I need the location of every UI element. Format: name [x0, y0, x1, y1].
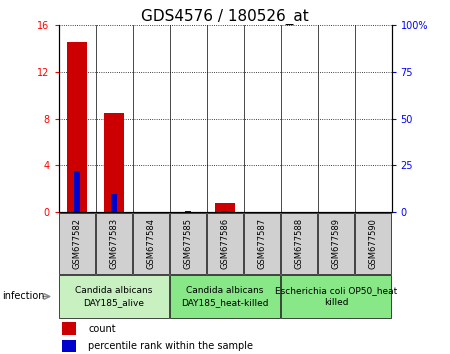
FancyBboxPatch shape: [59, 213, 95, 274]
Text: GSM677582: GSM677582: [72, 218, 81, 269]
Text: GSM677584: GSM677584: [147, 218, 156, 269]
Text: Candida albicans
DAY185_heat-killed: Candida albicans DAY185_heat-killed: [181, 286, 269, 307]
FancyBboxPatch shape: [355, 213, 391, 274]
Text: Candida albicans
DAY185_alive: Candida albicans DAY185_alive: [75, 286, 153, 307]
Text: GSM677588: GSM677588: [294, 218, 303, 269]
Text: infection: infection: [2, 291, 45, 302]
Bar: [111, 194, 117, 212]
Bar: [215, 203, 235, 212]
Bar: [104, 113, 124, 212]
FancyBboxPatch shape: [133, 213, 169, 274]
FancyBboxPatch shape: [207, 213, 243, 274]
Bar: [185, 211, 191, 212]
FancyBboxPatch shape: [59, 275, 169, 318]
FancyBboxPatch shape: [170, 213, 206, 274]
Bar: [62, 340, 76, 352]
Text: GSM677590: GSM677590: [369, 218, 378, 269]
FancyBboxPatch shape: [281, 213, 317, 274]
FancyBboxPatch shape: [281, 275, 391, 318]
Text: GSM677589: GSM677589: [332, 218, 341, 269]
Text: GSM677583: GSM677583: [109, 218, 118, 269]
Bar: [67, 42, 87, 212]
Bar: [62, 322, 76, 335]
FancyBboxPatch shape: [244, 213, 280, 274]
FancyBboxPatch shape: [96, 213, 132, 274]
Text: percentile rank within the sample: percentile rank within the sample: [89, 341, 253, 351]
FancyBboxPatch shape: [170, 275, 280, 318]
Bar: [74, 171, 80, 212]
FancyBboxPatch shape: [318, 213, 354, 274]
Text: Escherichia coli OP50_heat
killed: Escherichia coli OP50_heat killed: [275, 286, 397, 307]
Bar: [222, 211, 228, 212]
Text: GSM677586: GSM677586: [220, 218, 230, 269]
Title: GDS4576 / 180526_at: GDS4576 / 180526_at: [141, 8, 309, 25]
Text: GSM677587: GSM677587: [257, 218, 266, 269]
Text: count: count: [89, 324, 116, 333]
Text: GSM677585: GSM677585: [184, 218, 193, 269]
